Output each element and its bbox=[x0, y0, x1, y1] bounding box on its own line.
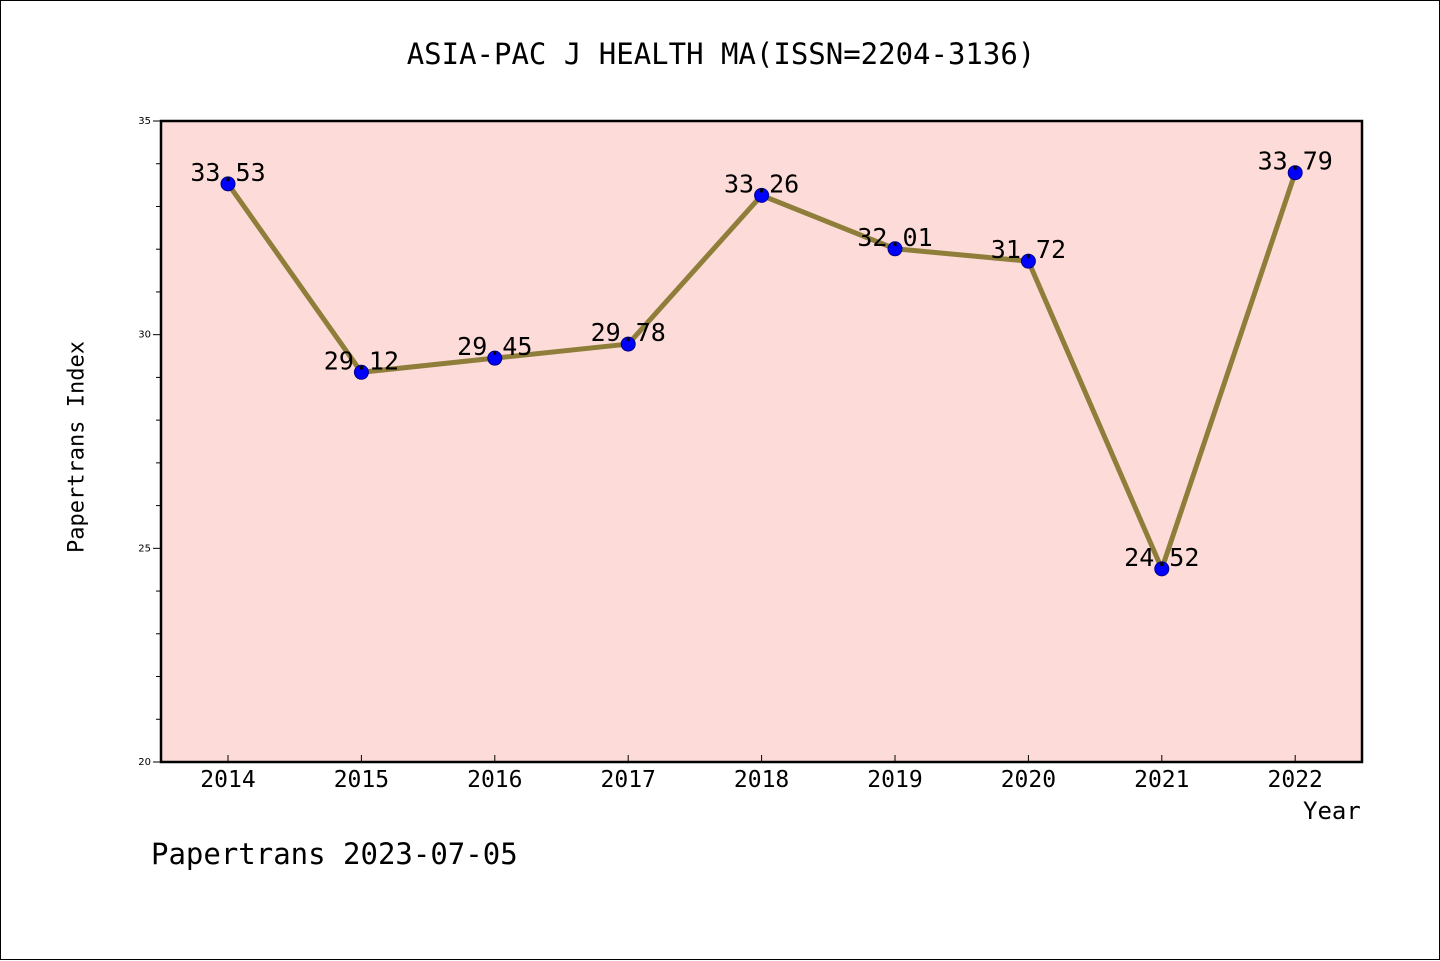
data-point bbox=[1154, 561, 1170, 577]
x-tick-label: 2018 bbox=[734, 767, 789, 793]
data-label: 31.72 bbox=[991, 235, 1066, 264]
data-label: 29.45 bbox=[457, 332, 532, 361]
chart-title: ASIA-PAC J HEALTH MA(ISSN=2204-3136) bbox=[406, 37, 1036, 71]
x-tick-label: 2021 bbox=[1134, 767, 1189, 793]
data-point bbox=[887, 241, 903, 257]
data-label: 33.26 bbox=[724, 169, 799, 198]
y-tick-label: 35 bbox=[138, 116, 151, 127]
x-tick-label: 2017 bbox=[601, 767, 656, 793]
data-point bbox=[620, 336, 636, 352]
y-tick-label: 30 bbox=[138, 330, 151, 341]
footer-note: Papertrans 2023-07-05 bbox=[151, 837, 518, 871]
y-tick-label: 20 bbox=[138, 757, 151, 768]
plot-area bbox=[159, 119, 1364, 764]
y-tick-label: 25 bbox=[138, 543, 151, 554]
x-tick-label: 2014 bbox=[200, 767, 255, 793]
data-label: 29.12 bbox=[324, 346, 399, 375]
x-tick-label: 2020 bbox=[1001, 767, 1056, 793]
x-axis-ticks: 2014 2015 2016 2017 2018 2019 2020 2021 2022 bbox=[200, 755, 1323, 793]
data-label: 33.53 bbox=[190, 158, 265, 187]
data-label: 29.78 bbox=[591, 318, 666, 347]
data-markers bbox=[220, 165, 1303, 577]
x-axis-label: Year bbox=[1303, 797, 1361, 825]
x-tick-label: 2015 bbox=[334, 767, 389, 793]
data-point bbox=[754, 187, 770, 203]
data-label: 24.52 bbox=[1124, 543, 1199, 572]
y-axis-ticks: 20 25 30 35 bbox=[138, 116, 161, 768]
x-tick-label: 2016 bbox=[467, 767, 522, 793]
data-label: 32.01 bbox=[857, 223, 932, 252]
data-point bbox=[487, 350, 503, 366]
x-tick-label: 2022 bbox=[1268, 767, 1323, 793]
x-tick-label: 2019 bbox=[867, 767, 922, 793]
data-label: 33.79 bbox=[1258, 147, 1333, 176]
data-point bbox=[353, 364, 369, 380]
data-point bbox=[1020, 253, 1036, 269]
data-labels: 33.53 29.12 29.45 29.78 33.26 32.01 31.72 24.52… bbox=[190, 147, 1332, 572]
data-point bbox=[1287, 165, 1303, 181]
data-point bbox=[220, 176, 236, 192]
